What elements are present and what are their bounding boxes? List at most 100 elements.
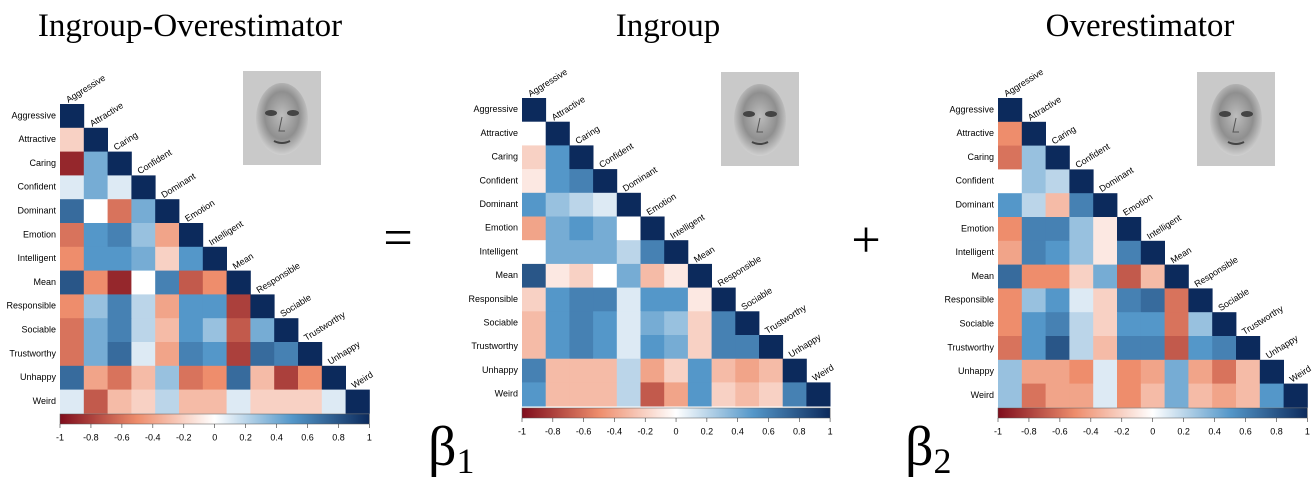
- heatmap-cell: [688, 335, 712, 359]
- column-label: Sociable: [739, 285, 774, 312]
- heatmap-cell: [546, 240, 570, 264]
- heatmap-cell: [759, 359, 783, 383]
- heatmap-cell: [84, 199, 108, 223]
- heatmap-cell: [1022, 217, 1046, 241]
- heatmap-cell: [998, 241, 1022, 265]
- column-label: Emotion: [1121, 192, 1154, 218]
- heatmap-cell: [203, 390, 227, 414]
- heatmap-cell: [998, 169, 1022, 193]
- heatmap-cell: [227, 342, 251, 366]
- heatmap-cell: [569, 359, 593, 383]
- heatmap-cell: [664, 382, 688, 406]
- heatmap-cell: [1069, 265, 1093, 289]
- column-label: Caring: [112, 130, 140, 153]
- heatmap-cell: [60, 223, 84, 247]
- heatmap-cell: [1141, 288, 1165, 312]
- colorbar: [998, 408, 1307, 418]
- heatmap-cell: [1022, 360, 1046, 384]
- heatmap-cell: [1046, 265, 1070, 289]
- heatmap-cell: [1093, 265, 1117, 289]
- heatmap-cell: [735, 359, 759, 383]
- heatmap-cell: [227, 366, 251, 390]
- heatmap-cell: [60, 271, 84, 295]
- column-label: Weird: [811, 362, 836, 383]
- heatmap-cell: [712, 382, 736, 406]
- heatmap-cell: [522, 145, 546, 169]
- heatmap-cell: [522, 240, 546, 264]
- heatmap-cell: [546, 264, 570, 288]
- operator: =: [383, 210, 412, 267]
- column-label: Emotion: [183, 198, 216, 224]
- column-label: Caring: [574, 124, 602, 147]
- heatmap-cell: [1046, 288, 1070, 312]
- colorbar-tick-label: 0.4: [1208, 426, 1221, 436]
- heatmap-cell: [546, 288, 570, 312]
- heatmap-cell: [1093, 193, 1117, 217]
- heatmap-cell: [179, 247, 203, 271]
- heatmap-cell: [1141, 384, 1165, 408]
- heatmap-cell: [546, 193, 570, 217]
- heatmap-cell: [60, 175, 84, 199]
- heatmap-cell: [203, 342, 227, 366]
- heatmap-cell: [84, 318, 108, 342]
- heatmap-cell: [546, 145, 570, 169]
- colorbar-tick-label: -0.8: [545, 426, 561, 436]
- heatmap-cell: [84, 223, 108, 247]
- heatmap-cell: [783, 382, 807, 406]
- heatmap-cell: [84, 366, 108, 390]
- heatmap-cell: [250, 366, 274, 390]
- heatmap-cell: [84, 175, 108, 199]
- heatmap-cell: [322, 366, 346, 390]
- heatmap-cell: [227, 294, 251, 318]
- heatmap-cell: [546, 359, 570, 383]
- heatmap-cell: [108, 199, 132, 223]
- heatmap-cell: [250, 294, 274, 318]
- heatmap-cell: [522, 169, 546, 193]
- heatmap-cell: [108, 271, 132, 295]
- heatmap-cell: [346, 390, 370, 414]
- heatmap-cell: [664, 288, 688, 312]
- heatmap-cell: [1022, 265, 1046, 289]
- heatmap-cell: [998, 122, 1022, 146]
- heatmap-cell: [712, 359, 736, 383]
- heatmap-cell: [998, 312, 1022, 336]
- colorbar-tick-label: -0.8: [83, 432, 99, 442]
- column-label: Dominant: [1097, 165, 1135, 194]
- heatmap-cell: [1212, 312, 1236, 336]
- heatmap-cell: [131, 390, 155, 414]
- heatmap-cell: [569, 382, 593, 406]
- heatmap-cell: [1093, 336, 1117, 360]
- row-label: Dominant: [955, 199, 994, 209]
- heatmap-cell: [1069, 360, 1093, 384]
- coefficient: β1: [428, 416, 475, 481]
- heatmap-cell: [60, 152, 84, 176]
- heatmap-cell: [60, 104, 84, 128]
- heatmap-cell: [759, 335, 783, 359]
- heatmap-cell: [155, 318, 179, 342]
- heatmap-cell: [569, 217, 593, 241]
- colorbar-tick-label: -0.6: [1052, 426, 1068, 436]
- heatmap-cell: [155, 223, 179, 247]
- heatmap-cell: [998, 360, 1022, 384]
- heatmap-cell: [1046, 384, 1070, 408]
- colorbar-tick-label: 0.2: [701, 426, 714, 436]
- column-label: Aggressive: [1002, 67, 1045, 99]
- row-label: Confident: [17, 182, 56, 192]
- heatmap-cell: [522, 122, 546, 146]
- row-label: Trustworthy: [471, 341, 518, 351]
- colorbar-tick-label: -0.2: [1114, 426, 1130, 436]
- row-label: Attractive: [956, 128, 994, 138]
- heatmap-cell: [179, 366, 203, 390]
- colorbar-tick-label: -0.4: [1083, 426, 1099, 436]
- row-label: Mean: [971, 271, 994, 281]
- heatmap-cell: [546, 335, 570, 359]
- colorbar-tick-label: -0.6: [114, 432, 130, 442]
- heatmap-cell: [227, 271, 251, 295]
- row-label: Caring: [29, 158, 56, 168]
- heatmap-cell: [593, 217, 617, 241]
- heatmap-cell: [1117, 312, 1141, 336]
- heatmap-cell: [569, 335, 593, 359]
- heatmap-cell: [593, 169, 617, 193]
- column-label: Confident: [597, 141, 635, 170]
- figure: = + β1 β2 Ingroup-OverestimatorAggressiv…: [0, 0, 1316, 482]
